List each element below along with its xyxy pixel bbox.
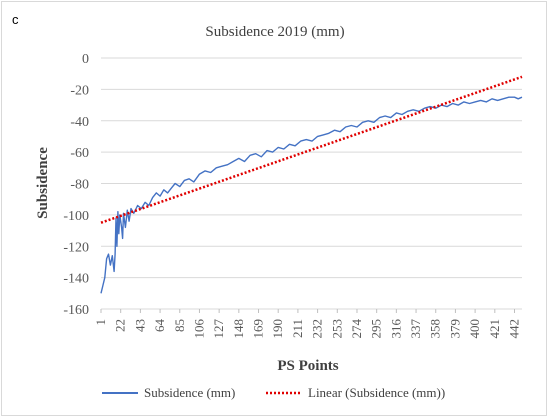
x-tick-label: 64 <box>152 319 167 333</box>
x-tick-labels: 1 22 43 64 85 106 127 148 169 190 211 232 253 274 295 3… <box>93 309 521 339</box>
x-tick-label: 211 <box>290 319 305 338</box>
y-tick-labels: 0 -20 -40 -60 -80 -100 -120 -140 -160 <box>63 52 89 318</box>
y-axis-label: Subsidence <box>35 147 51 219</box>
x-tick-label: 106 <box>191 319 206 339</box>
y-tick-label: -60 <box>70 146 89 161</box>
panel-label: c <box>12 12 19 27</box>
x-tick-label: 400 <box>467 319 482 339</box>
x-tick-label: 274 <box>349 319 364 339</box>
x-tick-label: 358 <box>428 319 443 339</box>
x-tick-label: 232 <box>310 319 325 339</box>
x-tick-label: 421 <box>487 319 502 339</box>
legend-label-subsidence: Subsidence (mm) <box>144 385 235 400</box>
x-axis-label: PS Points <box>277 358 338 374</box>
x-tick-label: 316 <box>388 319 403 339</box>
trendline-1 <box>100 75 523 224</box>
x-tick-label: 85 <box>172 319 187 332</box>
gridlines <box>101 57 522 310</box>
x-tick-label: 379 <box>447 319 462 339</box>
chart-title: Subsidence 2019 (mm) <box>205 24 344 40</box>
series-line-0 <box>100 96 523 294</box>
x-tick-label: 442 <box>506 319 521 339</box>
x-tick-label: 127 <box>211 319 226 339</box>
y-tick-label: -20 <box>70 83 89 98</box>
x-tick-label: 295 <box>369 319 384 339</box>
y-tick-label: -40 <box>70 115 89 130</box>
x-tick-label: 253 <box>329 319 344 339</box>
x-tick-label: 169 <box>251 319 266 339</box>
y-tick-label: -100 <box>63 209 89 224</box>
x-tick-label: 337 <box>408 319 423 339</box>
x-tick-label: 1 <box>93 319 108 326</box>
y-tick-label: -140 <box>63 272 89 287</box>
y-tick-label: -120 <box>63 240 89 255</box>
y-tick-label: -80 <box>70 178 89 193</box>
series-lines <box>100 75 523 294</box>
x-tick-label: 43 <box>132 319 147 332</box>
y-tick-label: -160 <box>63 303 89 318</box>
x-tick-label: 148 <box>231 319 246 339</box>
y-tick-label: 0 <box>82 52 89 67</box>
legend: Subsidence (mm) Linear (Subsidence (mm)) <box>102 385 445 400</box>
legend-label-linear: Linear (Subsidence (mm)) <box>308 385 445 400</box>
x-tick-label: 22 <box>113 319 128 332</box>
x-tick-label: 190 <box>270 319 285 339</box>
